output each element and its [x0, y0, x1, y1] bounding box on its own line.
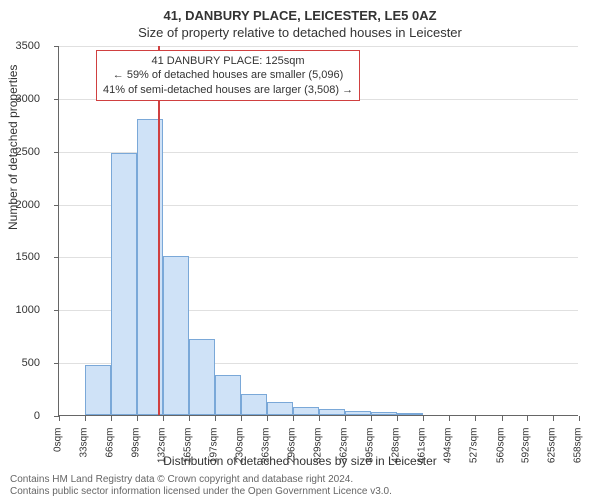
xtick-label: 33sqm — [79, 428, 90, 478]
annotation-line-1: 41 DANBURY PLACE: 125sqm — [103, 54, 353, 68]
xtick-mark — [189, 416, 190, 421]
ytick-mark — [54, 257, 59, 258]
ytick-mark — [54, 363, 59, 364]
title-line-2: Size of property relative to detached ho… — [0, 23, 600, 40]
xtick-label: 230sqm — [234, 428, 245, 478]
xtick-mark — [215, 416, 216, 421]
histogram-bar — [163, 256, 189, 415]
ytick-label: 0 — [0, 410, 40, 422]
xtick-label: 132sqm — [157, 428, 168, 478]
xtick-mark — [111, 416, 112, 421]
xtick-mark — [137, 416, 138, 421]
xtick-label: 494sqm — [443, 428, 454, 478]
ytick-label: 1500 — [0, 251, 40, 263]
footer-line-2: Contains public sector information licen… — [10, 486, 392, 498]
annotation-line-2: ← 59% of detached houses are smaller (5,… — [103, 68, 353, 82]
ytick-mark — [54, 46, 59, 47]
xtick-label: 197sqm — [208, 428, 219, 478]
footer-line-1: Contains HM Land Registry data © Crown c… — [10, 474, 392, 486]
ytick-mark — [54, 310, 59, 311]
xtick-label: 362sqm — [339, 428, 350, 478]
plot-area — [58, 46, 578, 416]
xtick-mark — [85, 416, 86, 421]
xtick-mark — [345, 416, 346, 421]
xtick-label: 329sqm — [313, 428, 324, 478]
xtick-mark — [397, 416, 398, 421]
xtick-label: 165sqm — [183, 428, 194, 478]
histogram-bar — [345, 411, 371, 415]
ytick-label: 1000 — [0, 304, 40, 316]
xtick-label: 99sqm — [131, 428, 142, 478]
xtick-mark — [241, 416, 242, 421]
histogram-bar — [215, 375, 241, 415]
histogram-bar — [397, 413, 423, 415]
ytick-mark — [54, 205, 59, 206]
x-axis-label: Distribution of detached houses by size … — [0, 454, 600, 468]
xtick-mark — [163, 416, 164, 421]
xtick-mark — [475, 416, 476, 421]
histogram-bar — [319, 409, 345, 415]
xtick-mark — [502, 416, 503, 421]
ytick-label: 3500 — [0, 40, 40, 52]
xtick-mark — [423, 416, 424, 421]
xtick-mark — [527, 416, 528, 421]
xtick-mark — [553, 416, 554, 421]
histogram-bar — [85, 365, 111, 415]
xtick-label: 395sqm — [365, 428, 376, 478]
xtick-label: 527sqm — [469, 428, 480, 478]
xtick-mark — [267, 416, 268, 421]
title-line-1: 41, DANBURY PLACE, LEICESTER, LE5 0AZ — [0, 0, 600, 23]
annotation-line-3: 41% of semi-detached houses are larger (… — [103, 83, 353, 97]
xtick-label: 0sqm — [53, 428, 64, 478]
xtick-mark — [579, 416, 580, 421]
ytick-label: 2000 — [0, 199, 40, 211]
histogram-bar — [267, 402, 293, 415]
histogram-bar — [189, 339, 215, 415]
xtick-mark — [293, 416, 294, 421]
ytick-label: 2500 — [0, 146, 40, 158]
xtick-label: 428sqm — [391, 428, 402, 478]
histogram-bar — [293, 407, 319, 415]
xtick-mark — [59, 416, 60, 421]
grid-line — [59, 46, 578, 47]
xtick-label: 592sqm — [520, 428, 531, 478]
histogram-bar — [371, 412, 397, 415]
histogram-bar — [111, 153, 137, 415]
xtick-label: 263sqm — [260, 428, 271, 478]
xtick-label: 461sqm — [417, 428, 428, 478]
ytick-mark — [54, 152, 59, 153]
xtick-label: 296sqm — [286, 428, 297, 478]
ytick-mark — [54, 99, 59, 100]
xtick-label: 625sqm — [546, 428, 557, 478]
ytick-label: 3000 — [0, 93, 40, 105]
xtick-label: 560sqm — [495, 428, 506, 478]
xtick-mark — [449, 416, 450, 421]
annotation-box: 41 DANBURY PLACE: 125sqm← 59% of detache… — [96, 50, 360, 101]
xtick-label: 658sqm — [573, 428, 584, 478]
ytick-label: 500 — [0, 357, 40, 369]
xtick-mark — [371, 416, 372, 421]
property-marker-line — [158, 46, 160, 415]
histogram-bar — [241, 394, 267, 415]
footer-attribution: Contains HM Land Registry data © Crown c… — [10, 474, 392, 498]
xtick-mark — [319, 416, 320, 421]
xtick-label: 66sqm — [105, 428, 116, 478]
